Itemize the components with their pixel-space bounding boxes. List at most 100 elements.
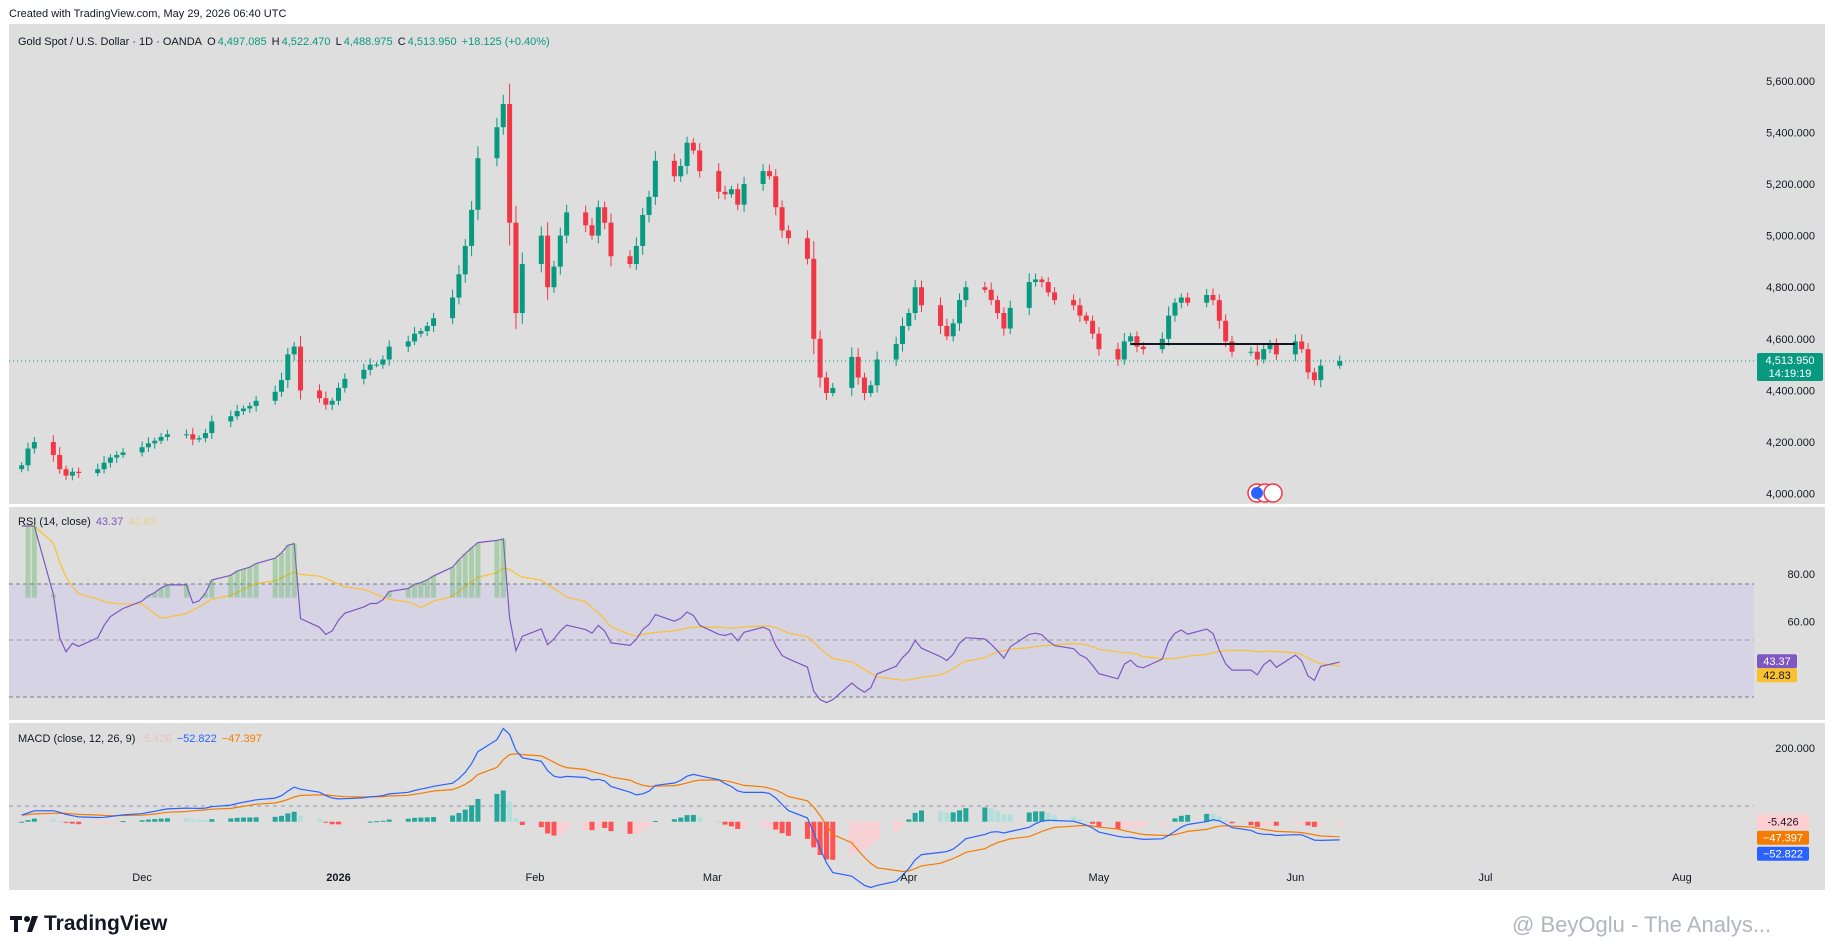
macd-hist-bar — [145, 819, 151, 822]
time-tick-label: 2026 — [326, 872, 350, 884]
candle-body — [1254, 351, 1260, 360]
candle-body — [1134, 336, 1140, 347]
macd-hist-bar — [431, 817, 437, 822]
candle-body — [95, 469, 101, 474]
macd-hist-bar — [386, 819, 392, 822]
candle-body — [1052, 292, 1058, 301]
candle-body — [1337, 361, 1343, 366]
rsi-title[interactable]: RSI (14, close) — [18, 516, 91, 528]
macd-line — [21, 727, 1340, 889]
candle-body — [564, 212, 570, 236]
macd-hist-bar — [424, 817, 430, 822]
candle-body — [684, 142, 690, 166]
price-tick-label: 5,400.000 — [1766, 127, 1815, 139]
candle-body — [938, 305, 944, 326]
last-price-tag-text: 14:19:19 — [1769, 368, 1812, 380]
candle-body — [741, 184, 747, 205]
macd-hist-bar — [564, 821, 570, 831]
candle-body — [1026, 282, 1032, 308]
macd-hist-bar — [589, 821, 595, 831]
candle-body — [906, 313, 912, 326]
candle-body — [1096, 333, 1102, 350]
macd-hist-bar — [988, 808, 994, 822]
candle-body — [608, 222, 614, 257]
candle-body — [386, 346, 392, 360]
candle-body — [1178, 297, 1184, 303]
macd-hist-bar — [595, 821, 601, 828]
macd-hist-bar — [919, 810, 924, 822]
macd-hist-bar — [893, 821, 899, 833]
candle-body — [190, 434, 196, 440]
macd-hist-bar — [202, 819, 208, 822]
candle-body — [944, 325, 950, 337]
macd-hist-bar — [513, 818, 519, 822]
high-label: H — [271, 36, 280, 48]
macd-hist-bar — [380, 820, 386, 822]
tradingview-logo[interactable]: TradingView — [10, 912, 167, 936]
candle-body — [1311, 372, 1317, 381]
candle-body — [101, 462, 107, 470]
price-tick-label: 4,400.000 — [1766, 385, 1815, 397]
macd-hist-bar — [868, 821, 874, 846]
symbol-title[interactable]: Gold Spot / U.S. Dollar · 1D · OANDA — [18, 36, 202, 48]
price-tick-label: 5,600.000 — [1766, 76, 1815, 88]
candle-body — [874, 359, 880, 386]
candle-body — [336, 387, 342, 401]
candle-body — [646, 196, 652, 215]
macd-hist-bar — [1229, 821, 1235, 824]
candle-body — [297, 346, 303, 391]
rsi-tick-label: 80.00 — [1787, 569, 1815, 581]
macd-hist-bar — [1077, 819, 1083, 822]
open-value: 4,497.085 — [217, 36, 267, 48]
close-value: 4,513.950 — [407, 36, 457, 48]
candle-body — [202, 433, 208, 439]
rsi-tag-text: 43.37 — [1763, 656, 1791, 668]
candle-body — [538, 235, 544, 264]
candle-body — [760, 171, 766, 184]
candle-body — [1273, 344, 1279, 355]
macd-hist-bar — [475, 799, 481, 822]
macd-hist-bar — [779, 821, 785, 834]
macd-hist-bar — [297, 815, 303, 822]
macd-hist-bar — [95, 821, 101, 825]
candle-body — [823, 377, 829, 394]
macd-hist-bar — [1318, 821, 1324, 827]
time-axis: Dec 2026 Feb Mar Apr May Jun Jul Aug — [132, 872, 1691, 884]
candle-body — [1172, 302, 1178, 316]
macd-hist-bar — [272, 816, 278, 822]
macd-hist-bar — [849, 821, 855, 856]
candle-body — [107, 457, 113, 463]
time-tick-label: Mar — [703, 872, 722, 884]
macd-title[interactable]: MACD (close, 12, 26, 9) — [18, 733, 136, 745]
signal-tag-text: −47.397 — [1763, 833, 1803, 845]
macd-hist-bar — [50, 819, 56, 822]
macd-hist-bar — [317, 819, 323, 822]
macd-hist-bar — [462, 809, 468, 822]
candle-body — [1039, 279, 1045, 283]
macd-hist-bar — [652, 820, 658, 822]
candle-body — [431, 318, 437, 326]
macd-hist-bar — [57, 820, 63, 822]
candle-body — [861, 377, 867, 394]
close-label: C — [397, 36, 406, 48]
macd-hist-bar — [519, 821, 525, 826]
candle-body — [716, 171, 722, 192]
macd-hist-bar — [418, 817, 424, 822]
candle-body — [1292, 341, 1298, 355]
macd-hist-bar — [374, 821, 380, 823]
events-icon[interactable] — [1247, 483, 1283, 503]
macd-hist-bar — [1223, 819, 1229, 822]
macd-hist-bar — [817, 821, 823, 855]
candle-body — [405, 341, 411, 347]
candles — [19, 83, 1343, 481]
price-tick-label: 4,000.000 — [1766, 489, 1815, 501]
candle-body — [963, 287, 969, 301]
candle-body — [640, 214, 646, 246]
macd-hist-bar — [209, 819, 215, 822]
candle-body — [450, 297, 456, 319]
candle-body — [1090, 320, 1096, 334]
time-tick-label: Feb — [525, 872, 544, 884]
macd-hist-bar — [190, 819, 196, 822]
candle-body — [652, 160, 658, 197]
